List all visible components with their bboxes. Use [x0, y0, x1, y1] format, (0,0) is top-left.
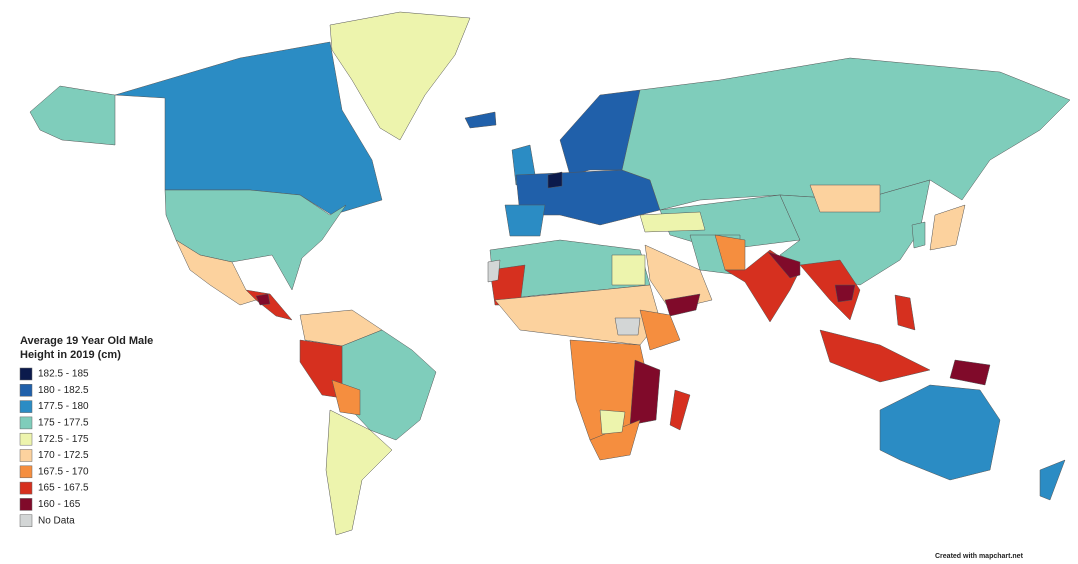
legend-swatch	[19, 465, 33, 479]
legend-label: 170 - 172.5	[38, 450, 89, 461]
yemen	[664, 293, 701, 317]
egypt	[611, 254, 646, 286]
bolivia	[331, 379, 361, 416]
philippines	[894, 294, 916, 331]
legend-swatch	[19, 416, 33, 430]
botswana	[599, 409, 626, 435]
alaska	[29, 85, 116, 146]
canada	[114, 41, 383, 216]
legend-swatch	[19, 400, 33, 413]
legend: Average 19 Year Old Male Height in 2019 …	[19, 335, 153, 527]
argentina-chile	[325, 409, 393, 536]
guatemala	[255, 293, 271, 306]
legend-swatch	[19, 449, 33, 462]
southeast-asia	[799, 259, 861, 321]
ethiopia	[639, 309, 681, 351]
madagascar	[669, 389, 691, 431]
south-sudan	[614, 317, 641, 336]
legend-label: No Data	[38, 515, 75, 526]
new-zealand	[1039, 459, 1066, 501]
iceland	[464, 111, 497, 129]
legend-swatch	[19, 384, 33, 397]
greenland	[329, 11, 471, 141]
mongolia	[809, 184, 881, 213]
legend-swatch	[19, 481, 33, 495]
japan	[929, 204, 966, 251]
legend-label: 182.5 - 185	[38, 369, 89, 380]
russia	[621, 57, 1071, 211]
legend-title: Average 19 Year Old Male	[20, 335, 153, 347]
iberia	[504, 204, 546, 237]
australia	[879, 384, 1001, 481]
legend-swatch	[19, 514, 33, 527]
legend-label: 160 - 165	[38, 499, 81, 510]
mozambique	[629, 359, 661, 426]
netherlands	[547, 171, 563, 189]
countries	[29, 11, 1071, 536]
central-america	[245, 289, 293, 321]
laos	[834, 284, 856, 303]
legend-label: 177.5 - 180	[38, 401, 89, 412]
legend-label: 165 - 167.5	[38, 483, 89, 494]
china	[779, 179, 931, 286]
turkey	[639, 211, 706, 233]
south-africa	[589, 419, 641, 461]
western-sahara	[487, 259, 501, 283]
papua-new-guinea	[949, 359, 991, 386]
peru	[299, 339, 343, 399]
legend-label: 175 - 177.5	[38, 418, 89, 429]
legend-swatch	[19, 367, 33, 381]
korea	[911, 221, 926, 249]
legend-label: 172.5 - 175	[38, 434, 89, 445]
legend-label: 167.5 - 170	[38, 466, 89, 477]
legend-swatch	[19, 432, 33, 446]
legend-title: Height in 2019 (cm)	[20, 349, 121, 361]
credit: Created with mapchart.net	[935, 553, 1024, 560]
legend-label: 180 - 182.5	[38, 385, 89, 396]
legend-swatch	[19, 498, 33, 511]
nepal-bangladesh	[767, 251, 801, 279]
indonesia	[819, 329, 931, 383]
